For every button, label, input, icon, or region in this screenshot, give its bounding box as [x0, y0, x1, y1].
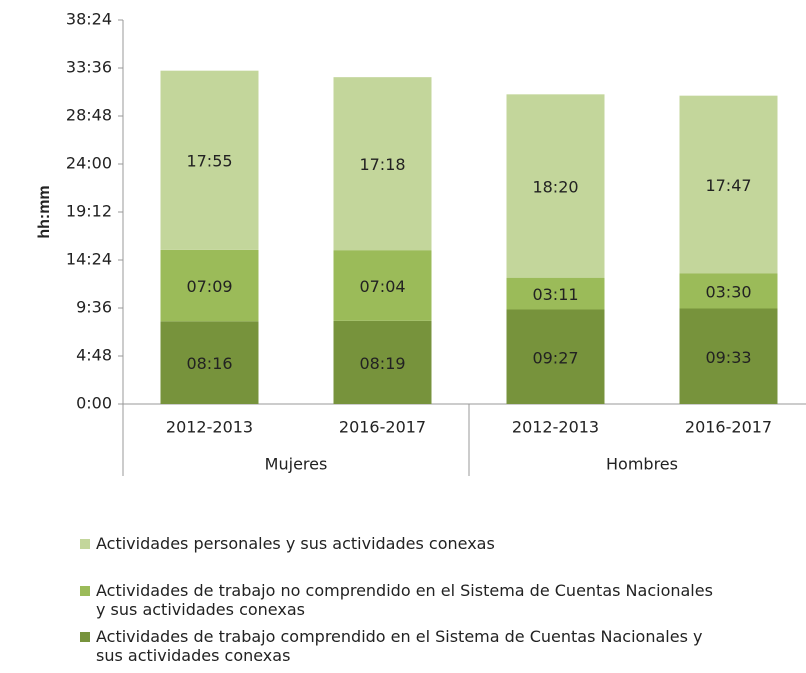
- legend: Actividades personales y sus actividades…: [80, 534, 720, 673]
- group-label: Hombres: [606, 455, 678, 474]
- data-label: 17:55: [186, 152, 232, 171]
- chart: hh:mm 0:00 4:48 9:36 14:24 19:12 24:00 28:48 33…: [36, 10, 806, 476]
- data-label: 09:33: [705, 348, 751, 367]
- data-label: 07:04: [359, 277, 405, 296]
- data-label: 09:27: [532, 348, 578, 367]
- y-tick-label: 9:36: [76, 298, 112, 317]
- bar-segment: [160, 70, 259, 250]
- legend-label: Actividades de trabajo comprendido en el…: [96, 627, 703, 665]
- legend-swatch: [80, 632, 90, 642]
- y-tick-label: 33:36: [66, 58, 112, 77]
- bar-segment: [679, 273, 778, 309]
- y-tick-label: 28:48: [66, 106, 112, 125]
- data-label: 17:18: [359, 155, 405, 174]
- legend-item: Actividades de trabajo comprendido en el…: [80, 627, 720, 665]
- data-label: 18:20: [532, 178, 578, 197]
- data-label: 07:09: [186, 277, 232, 296]
- legend-swatch: [80, 586, 90, 596]
- bar-segment: [506, 277, 605, 310]
- legend-label: Actividades personales y sus actividades…: [96, 534, 495, 553]
- bar-segment: [679, 308, 778, 404]
- x-tick-label: 2012-2013: [166, 418, 253, 437]
- x-tick-label: 2016-2017: [339, 418, 426, 437]
- y-tick-label: 0:00: [76, 394, 112, 413]
- x-tick-label: 2016-2017: [685, 418, 772, 437]
- bar-segment: [506, 94, 605, 278]
- bar-segment: [160, 321, 259, 404]
- legend-label: Actividades de trabajo no comprendido en…: [96, 581, 713, 619]
- y-axis-label: hh:mm: [36, 185, 53, 238]
- y-tick-label: 19:12: [66, 202, 112, 221]
- bar-segment: [333, 320, 432, 404]
- y-tick-label: 4:48: [76, 346, 112, 365]
- legend-item: Actividades de trabajo no comprendido en…: [80, 581, 720, 619]
- y-tick-label: 24:00: [66, 154, 112, 173]
- bar-segment: [333, 77, 432, 251]
- y-tick-label: 38:24: [66, 10, 112, 29]
- data-label: 17:47: [705, 176, 751, 195]
- group-label: Mujeres: [265, 455, 328, 474]
- bar-segment: [333, 250, 432, 321]
- bar-segment: [506, 309, 605, 404]
- x-tick-label: 2012-2013: [512, 418, 599, 437]
- legend-swatch: [80, 539, 90, 549]
- data-label: 03:11: [532, 285, 578, 304]
- y-tick-label: 14:24: [66, 250, 112, 269]
- data-label: 08:19: [359, 354, 405, 373]
- data-label: 03:30: [705, 283, 751, 302]
- legend-item: Actividades personales y sus actividades…: [80, 534, 720, 553]
- bar-segment: [160, 249, 259, 322]
- bar-segment: [679, 95, 778, 274]
- data-label: 08:16: [186, 354, 232, 373]
